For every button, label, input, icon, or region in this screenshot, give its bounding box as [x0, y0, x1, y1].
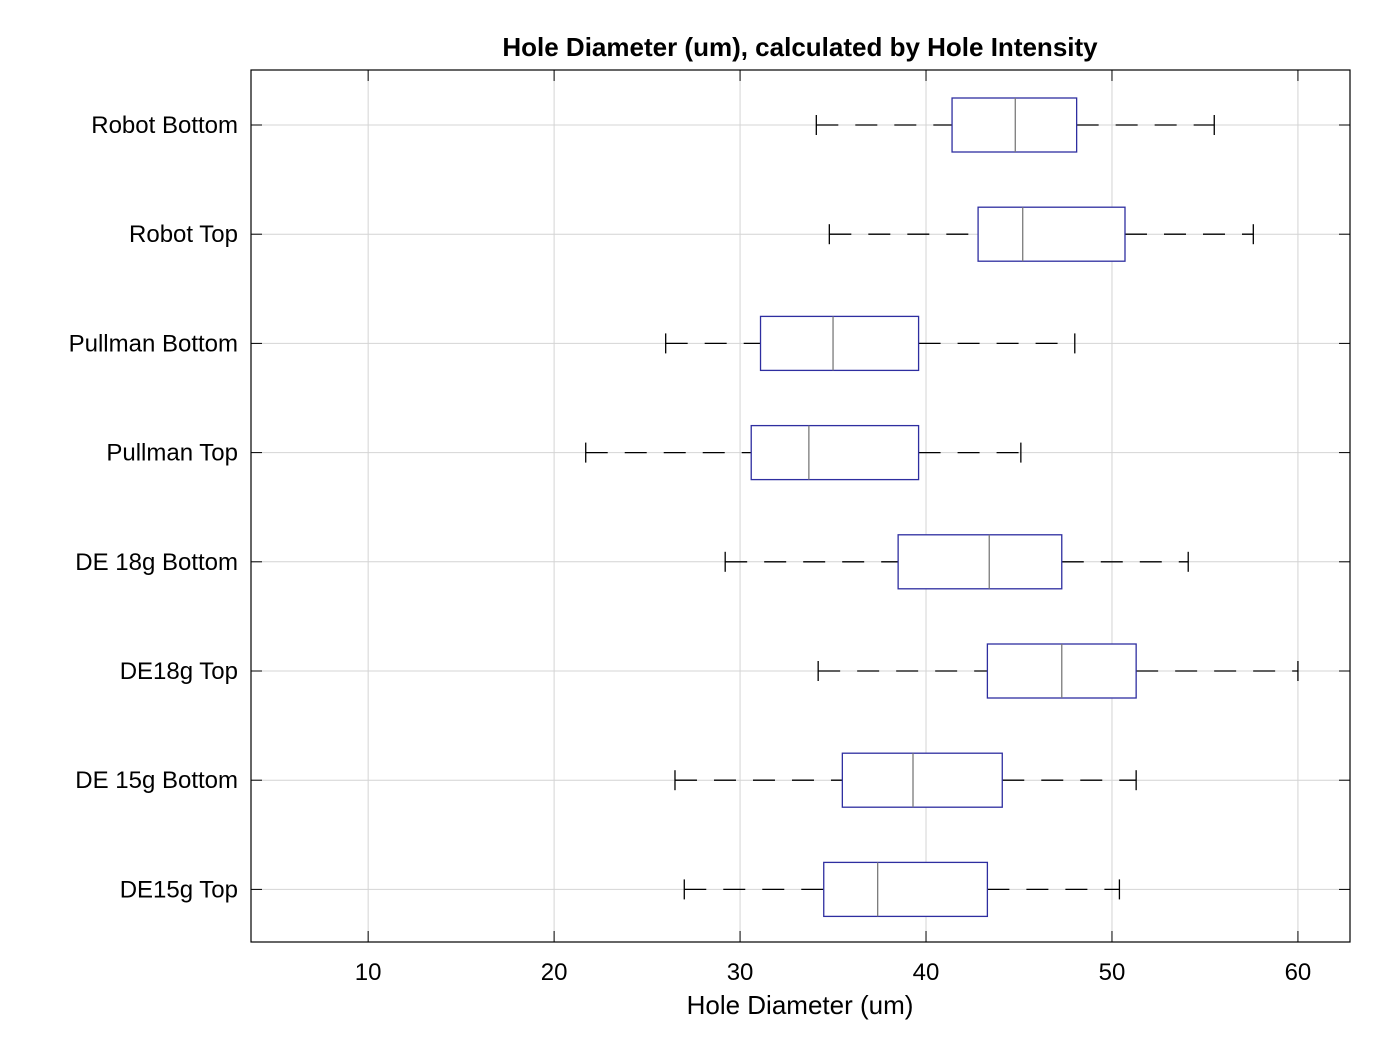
y-tick-label: Robot Bottom	[91, 112, 238, 139]
y-tick-label: DE18g Top	[120, 658, 238, 685]
box-pullman-top	[750, 424, 920, 481]
y-tick-label: Pullman Bottom	[69, 330, 238, 357]
y-tick-label: DE 15g Bottom	[75, 767, 238, 794]
box-robot-bottom	[951, 97, 1078, 153]
y-tick-label: Pullman Top	[106, 440, 238, 467]
box-de-18g-bottom	[897, 534, 1063, 590]
x-tick-label: 30	[727, 959, 754, 986]
x-tick-label: 60	[1285, 959, 1312, 986]
x-tick-label: 40	[913, 959, 940, 986]
x-axis-label: Hole Diameter (um)	[686, 990, 914, 1020]
y-tick-label: DE 18g Bottom	[75, 549, 238, 576]
x-tick-label: 10	[355, 959, 382, 986]
box-robot-top	[977, 206, 1126, 262]
x-tick-label: 20	[541, 959, 568, 986]
y-tick-label: DE15g Top	[120, 876, 238, 903]
y-tick-label: Robot Top	[129, 221, 238, 248]
chart-title: Hole Diameter (um), calculated by Hole I…	[502, 32, 1098, 62]
box-de-15g-bottom	[841, 752, 1003, 808]
box-pullman-bottom	[759, 315, 920, 372]
x-tick-label: 50	[1099, 959, 1126, 986]
axes-frame	[250, 69, 1351, 943]
box-de15g-top	[823, 861, 989, 918]
